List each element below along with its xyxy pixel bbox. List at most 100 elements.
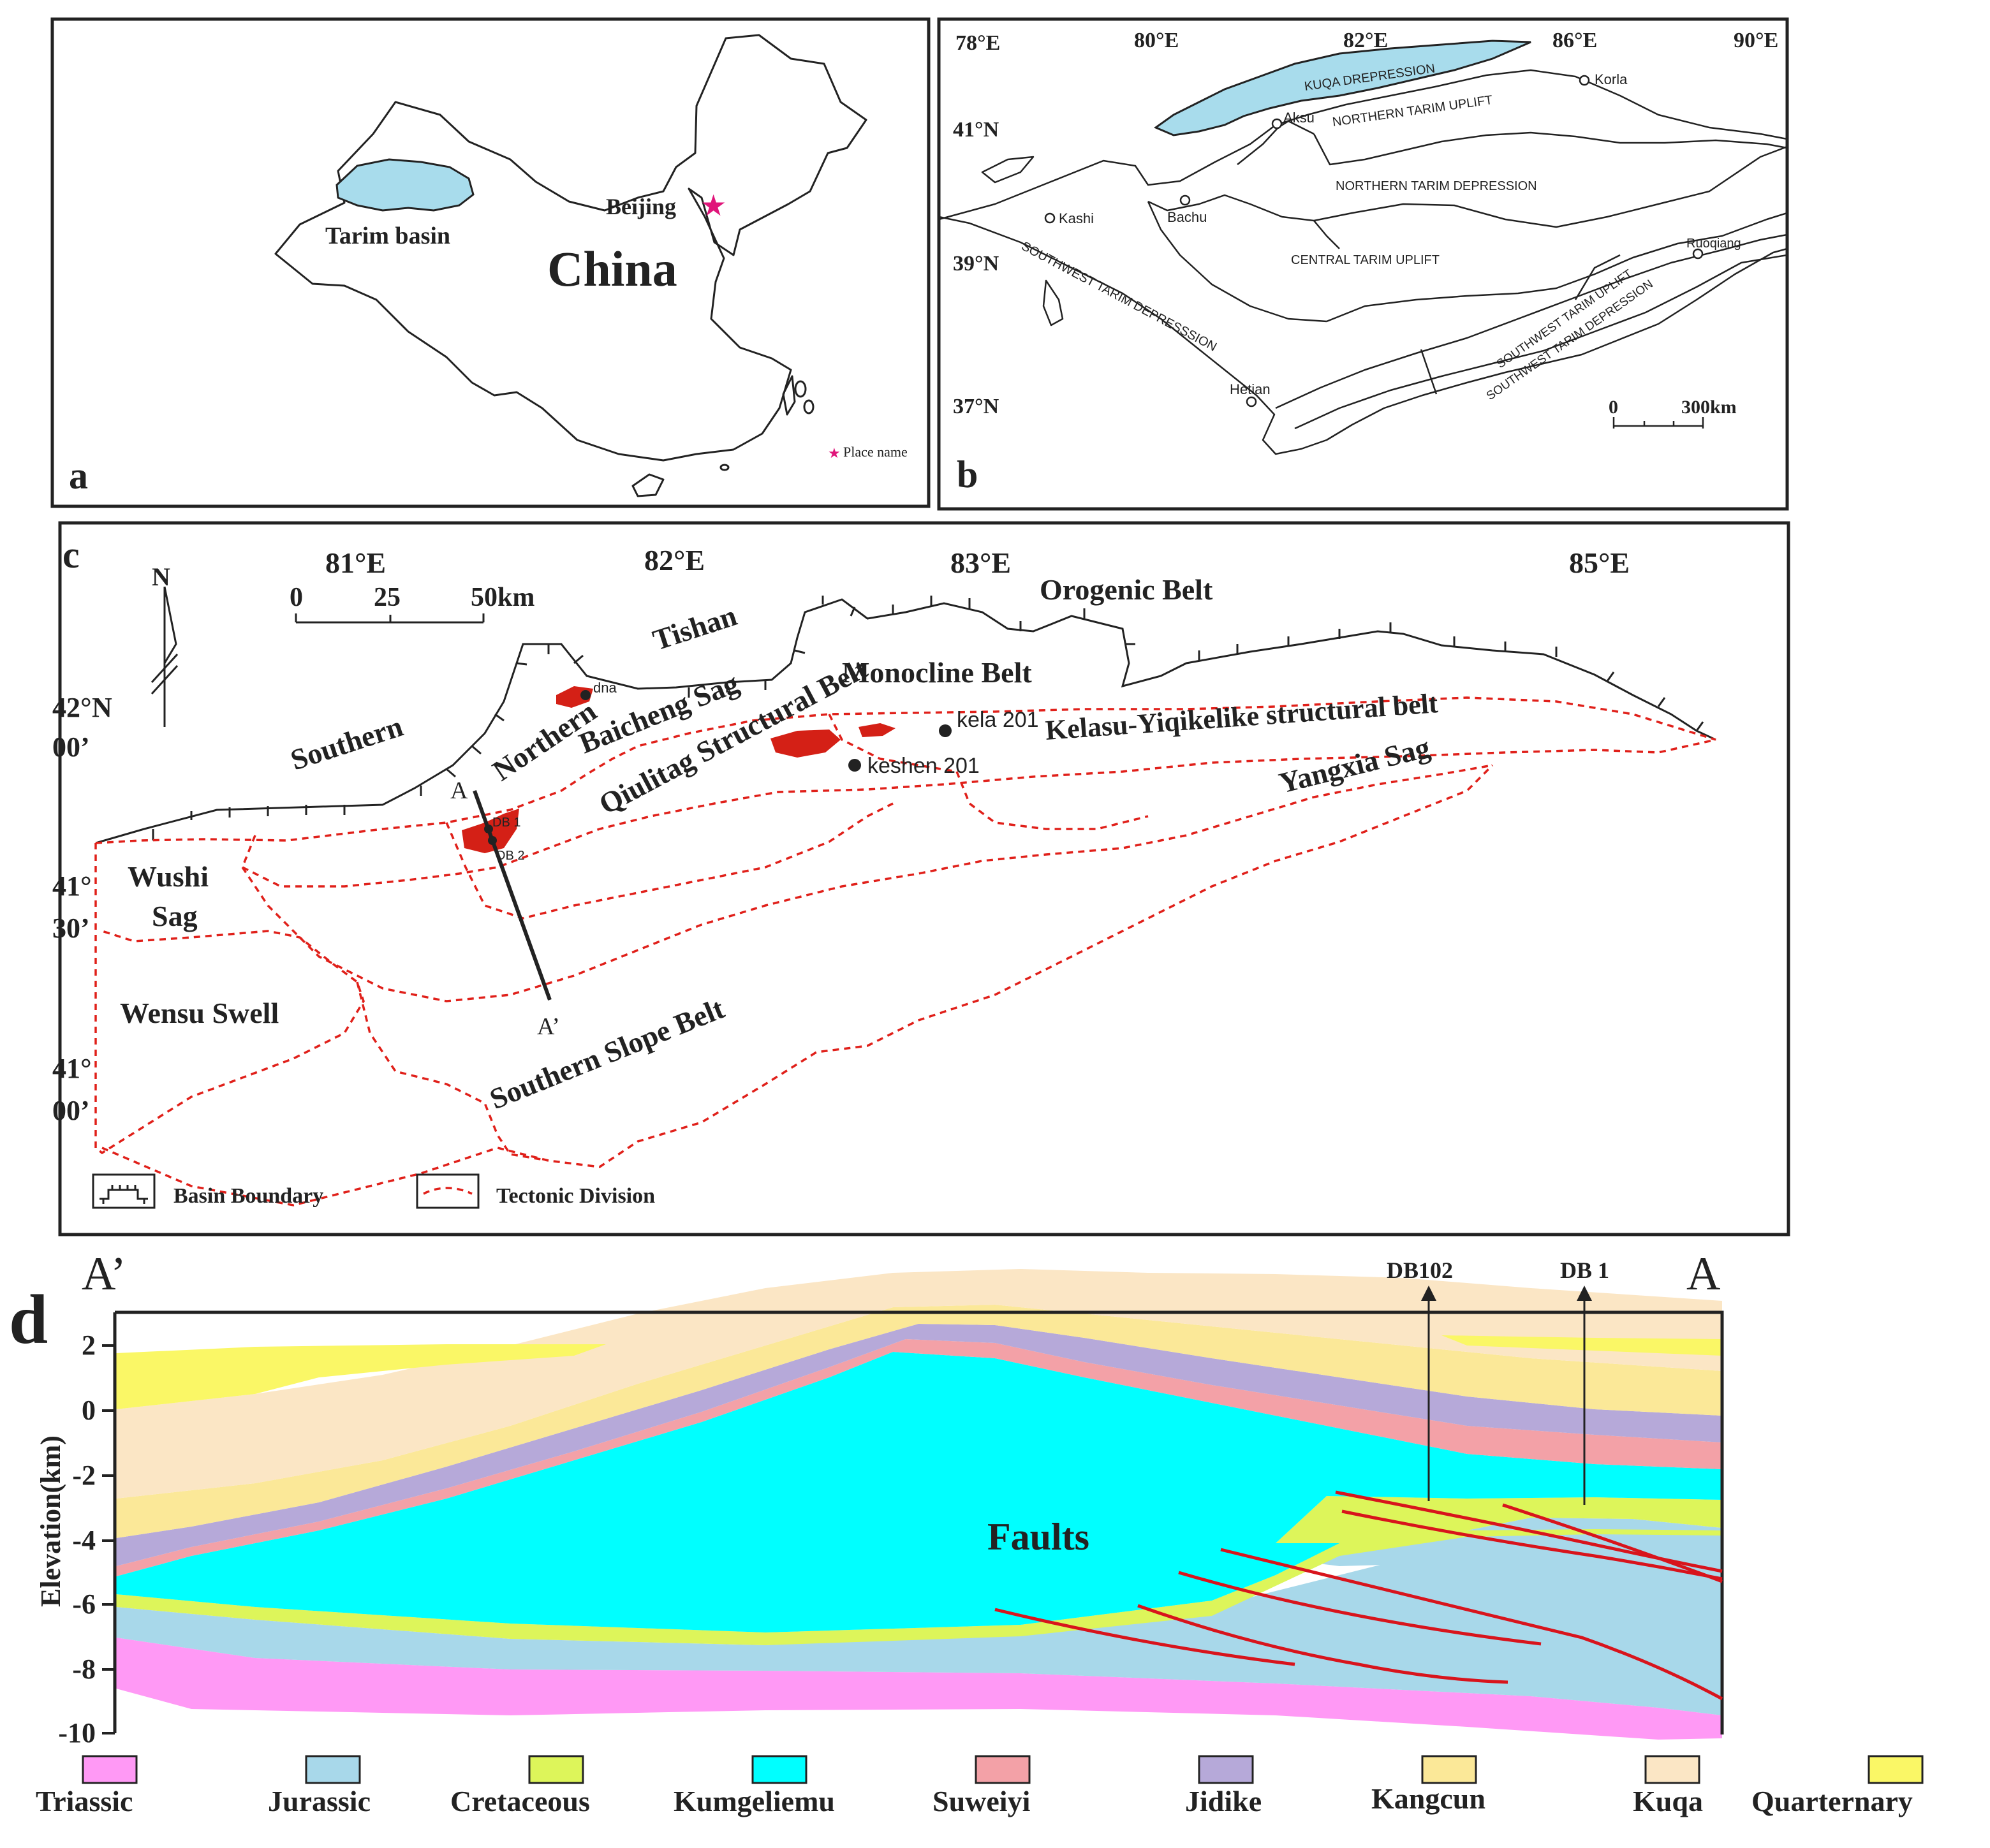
basin-boundary: [95, 598, 1716, 844]
legend-swatch-kuqa: [1644, 1755, 1700, 1784]
y-tick-m10: -10: [58, 1717, 96, 1749]
well-db2: DB 2: [496, 849, 524, 863]
hainan: [631, 473, 665, 497]
yangxia-sag: Yangxia Sag: [1276, 731, 1433, 800]
line-sw-uplift-2: [1294, 254, 1788, 430]
fault-1: [1335, 1490, 1723, 1573]
well-dna: dna: [593, 680, 617, 696]
c-lon-83: 83°E: [950, 546, 1011, 579]
well-kela: kela 201: [957, 708, 1039, 732]
beijing-label: Beijing: [606, 194, 676, 219]
c-lat-4130-deg: 41°: [52, 870, 92, 902]
c-lat-42-n: N: [92, 692, 112, 723]
y-ticks: 2 0 -2 -4 -6 -8 -10: [58, 1330, 115, 1749]
well-db1-marker: [484, 825, 493, 833]
scale-300km: 300km: [1681, 397, 1737, 418]
left-end-label: A’: [82, 1248, 126, 1300]
southern: Southern: [286, 710, 406, 777]
kuqa-depression-shape: [1153, 40, 1531, 136]
wushi: Wushi: [128, 860, 209, 893]
line-aksu: [1237, 120, 1315, 165]
field-kela: [859, 723, 895, 737]
fault-5: [1178, 1571, 1542, 1646]
field-keshen: [770, 730, 841, 758]
panel-d: d A’ A Elevation(km) 2 0 -2 -4 -6 -8 -10: [9, 1248, 1924, 1817]
div-inner: [445, 802, 894, 920]
lon-tick-86: 86°E: [1552, 29, 1597, 52]
c-scale-line: [295, 613, 485, 624]
layer-quarternary-right: [1441, 1335, 1722, 1356]
monocline-belt: Monocline Belt: [842, 656, 1032, 689]
panel-c-frame: [58, 521, 1790, 1236]
c-wells: dna kela 201 keshen 201 DB 1 DB 2: [484, 680, 1039, 863]
city-aksu: Aksu: [1283, 110, 1315, 126]
panel-b-cities: Korla Aksu Kashi Bachu Ruoqiang Hetian: [1044, 71, 1741, 407]
c-tarim-uplift-label: CENTRAL TARIM UPLIFT: [1291, 253, 1440, 267]
line-sw-upper: [1574, 254, 1621, 300]
lon-tick-78: 78°E: [955, 31, 1000, 55]
legend-jidike: Jidike: [1185, 1785, 1262, 1817]
panel-b-label: b: [957, 453, 978, 495]
c-scale-0: 0: [290, 583, 303, 612]
tishan: Tishan: [649, 599, 741, 656]
c-lat-42-deg: 42°: [52, 692, 92, 723]
north-arrow: N: [151, 562, 179, 727]
legend-swatch-triassic: [82, 1755, 138, 1784]
west-spur: [1042, 279, 1064, 326]
scale-zero: 0: [1609, 397, 1618, 418]
southern-slope-belt: Southern Slope Belt: [485, 992, 729, 1115]
tectonic-divisions: [94, 696, 1716, 1206]
fault-4: [1220, 1548, 1723, 1701]
beijing-star-icon: ★: [700, 188, 726, 223]
well-dna-marker: [580, 690, 591, 700]
sw-tarim-depresssion-label: SOUTHWEST TARIM DEPRESSSION: [1019, 239, 1220, 355]
div-west: [94, 843, 365, 1155]
layer-triassic: [116, 1638, 1722, 1740]
panel-a-frame: [50, 17, 931, 508]
island-small-3: [719, 464, 730, 471]
layer-jidike: [116, 1324, 1722, 1566]
legend-cretaceous: Cretaceous: [450, 1785, 590, 1817]
panel-a-label: a: [69, 455, 88, 497]
panel-b: 78°E 80°E 82°E 86°E 90°E 41°N 39°N 37°N …: [937, 17, 1789, 511]
nw-spur: [981, 156, 1035, 184]
line-c-uplift-north: [1147, 145, 1788, 228]
legend-star-icon: ★: [828, 446, 841, 462]
fault-3: [1502, 1503, 1723, 1583]
legend-boundary-icon: [100, 1185, 148, 1204]
y-tick-marks: [102, 1344, 115, 1734]
well-kela-marker: [939, 724, 952, 737]
legend-division-box: [416, 1173, 480, 1209]
lat-tick-41: 41°N: [953, 118, 999, 142]
y-tick-m6: -6: [72, 1588, 96, 1620]
c-unit-labels: Orogenic Belt Tishan Monocline Belt Sout…: [120, 573, 1439, 1115]
tarim-basin-shape: [335, 158, 475, 212]
well-db102-arrow-icon: [1421, 1286, 1436, 1301]
tarim-basin-label: Tarim basin: [325, 223, 450, 249]
well-db1-arrow-icon: [1577, 1286, 1592, 1301]
scale-line: [1612, 417, 1704, 429]
legend-swatch-cretaceous: [528, 1755, 584, 1784]
well-db2-marker: [488, 836, 497, 845]
basin-outline-north: [938, 69, 1788, 221]
fault-2: [1341, 1509, 1723, 1581]
basin-outline-south: [938, 216, 1788, 455]
north-arrow-break: [151, 653, 179, 695]
panel-c-legend: Basin Boundary Tectonic Division: [92, 1173, 655, 1209]
right-end-label: A: [1686, 1248, 1720, 1300]
legend-jurassic: Jurassic: [268, 1785, 371, 1817]
legend-suweiyi: Suweiyi: [932, 1785, 1031, 1817]
legend-swatch-jidike: [1198, 1755, 1254, 1784]
layer-cretaceous: [116, 1529, 1722, 1645]
div-south: [101, 764, 1494, 1206]
line-central-south: [1326, 212, 1788, 323]
legend-swatch-quarternary: [1868, 1755, 1924, 1784]
y-tick-0: 0: [82, 1395, 96, 1426]
section-frame: [113, 1310, 1724, 1734]
faults: [994, 1490, 1723, 1701]
layer-jurassic-upper: [1288, 1518, 1722, 1592]
well-keshen-marker: [848, 759, 861, 772]
wensu-swell: Wensu Swell: [120, 997, 279, 1029]
n-tarim-depression-label: NORTHERN TARIM DEPRESSION: [1336, 179, 1537, 193]
